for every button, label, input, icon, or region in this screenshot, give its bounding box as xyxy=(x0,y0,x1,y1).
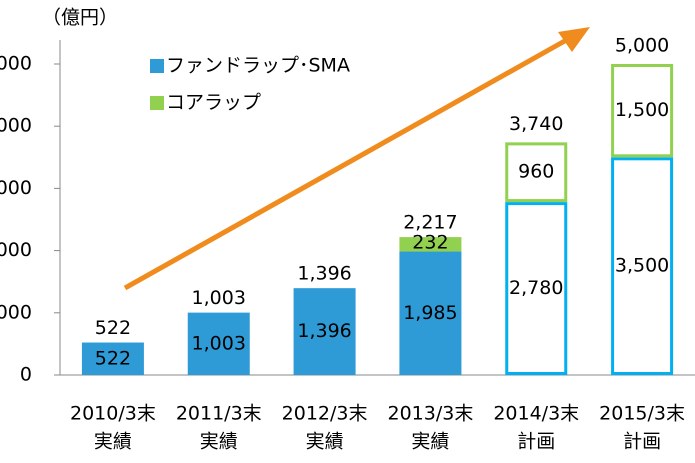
x-tick-label: 2013/3末 xyxy=(387,403,473,425)
x-tick-label: 2012/3末 xyxy=(282,403,368,425)
total-label: 1,396 xyxy=(297,263,351,285)
value-label: 3,500 xyxy=(615,255,669,277)
bar-segment xyxy=(399,251,462,375)
value-label: 2,780 xyxy=(509,277,563,299)
legend-swatch xyxy=(150,59,164,73)
y-tick-label: 3,000 xyxy=(0,177,32,199)
bar-segment xyxy=(611,64,674,158)
value-label: 1,003 xyxy=(192,332,246,354)
total-label: 2,217 xyxy=(403,212,457,234)
x-tick-label: 2011/3末 xyxy=(176,403,262,425)
bar-segment xyxy=(81,342,144,375)
arrow-shaft xyxy=(123,35,572,291)
legend-swatch xyxy=(150,96,164,110)
x-tick-label: 計画 xyxy=(623,431,661,453)
x-tick-label: 2015/3末 xyxy=(599,403,685,425)
x-tick-label: 実績 xyxy=(94,431,132,453)
bar-segment xyxy=(505,202,568,375)
y-tick-label: 1,000 xyxy=(0,301,32,323)
x-tick-label: 実績 xyxy=(200,431,238,453)
bar-segment xyxy=(611,157,674,375)
bar-segment xyxy=(187,312,250,375)
x-tick-label: 実績 xyxy=(306,431,344,453)
bar-segment xyxy=(399,237,462,252)
total-label: 522 xyxy=(95,317,131,339)
y-tick-label: 0 xyxy=(20,364,32,386)
y-tick-label: 2,000 xyxy=(0,239,32,261)
bar-segment xyxy=(293,288,356,375)
total-label: 1,003 xyxy=(192,287,246,309)
value-label: 232 xyxy=(412,232,448,254)
value-label: 1,985 xyxy=(403,302,457,324)
y-axis-label: （億円） xyxy=(42,7,118,29)
x-tick-label: 実績 xyxy=(411,431,449,453)
value-label: 960 xyxy=(518,161,554,183)
bar-segment xyxy=(505,142,568,203)
total-label: 3,740 xyxy=(509,113,563,135)
arrow-head xyxy=(558,27,590,52)
trend-arrow xyxy=(123,27,590,291)
x-tick-label: 2014/3末 xyxy=(493,403,579,425)
value-label: 522 xyxy=(95,347,131,369)
x-tick-label: 計画 xyxy=(517,431,555,453)
total-label: 5,000 xyxy=(615,35,669,57)
y-tick-label: 5,000 xyxy=(0,53,32,75)
x-tick-label: 2010/3末 xyxy=(70,403,156,425)
value-label: 1,500 xyxy=(615,99,669,121)
value-label: 1,396 xyxy=(297,320,351,342)
y-tick-label: 4,000 xyxy=(0,115,32,137)
legend-label: ファンドラップ･SMA xyxy=(166,55,350,77)
legend-label: コアラップ xyxy=(166,92,261,114)
